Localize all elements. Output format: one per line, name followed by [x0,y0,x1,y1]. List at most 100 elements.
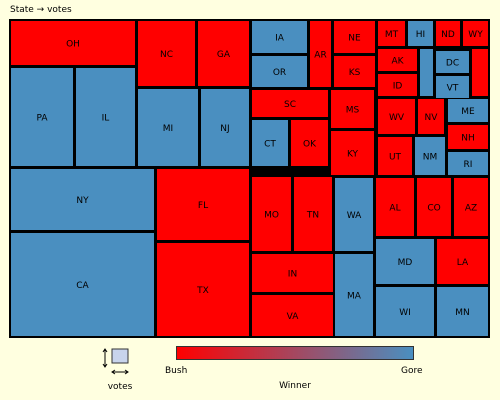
tile-label-mn: MN [455,308,470,318]
tile-ca[interactable] [11,233,154,336]
tile-label-va: VA [287,312,300,322]
tile-ks[interactable] [334,56,375,87]
tile-label-az: AZ [465,204,477,214]
tile-az[interactable] [454,178,488,236]
tile-unlabeled-2[interactable] [472,49,488,96]
tile-nm[interactable] [415,137,445,175]
tile-label-nd: ND [441,30,455,40]
tile-mn[interactable] [437,287,488,336]
tile-label-il: IL [102,114,110,124]
tile-ri[interactable] [448,152,488,175]
tile-label-nv: NV [425,113,439,123]
tile-co[interactable] [417,178,451,236]
tile-label-ne: NE [348,34,361,44]
tile-ar[interactable] [310,21,331,87]
tile-il[interactable] [76,68,135,166]
tile-wv[interactable] [378,99,415,134]
tile-label-ar: AR [314,51,326,61]
tile-ok[interactable] [291,120,328,166]
tile-label-fl: FL [198,201,208,211]
tile-label-ma: MA [347,292,362,302]
tile-label-in: IN [288,270,297,280]
tile-wi[interactable] [376,287,434,336]
tile-label-md: MD [398,258,413,268]
tile-label-nj: NJ [220,124,229,134]
tile-hi[interactable] [408,21,433,46]
tile-in[interactable] [252,254,333,292]
tile-label-vt: VT [447,84,459,94]
tile-pa[interactable] [11,68,73,166]
color-legend-bar [176,346,414,360]
size-legend [100,345,140,395]
tile-tn[interactable] [294,177,332,251]
tile-ct[interactable] [252,120,288,166]
tile-label-or: OR [273,68,286,78]
tile-oh[interactable] [11,21,135,65]
tile-label-wi: WI [399,308,411,318]
treemap: OH PA IL NC GA MI NJ NY CA FL TX IA OR AR NE KS MT HI ND WY… [9,19,490,338]
tile-label-ct: CT [264,140,276,150]
tile-label-mt: MT [385,30,399,40]
tile-nv[interactable] [418,99,444,134]
tile-label-la: LA [457,258,469,268]
tile-la[interactable] [437,239,488,284]
tile-label-ak: AK [391,57,404,67]
tile-nh[interactable] [448,125,488,149]
tile-nc[interactable] [138,21,195,86]
tile-label-tn: TN [306,211,319,221]
tile-label-ut: UT [389,153,402,163]
tile-va[interactable] [252,295,333,336]
tile-wa[interactable] [335,178,373,251]
size-legend-label: votes [107,382,133,392]
tile-label-wy: WY [468,30,483,40]
tile-label-wv: WV [389,113,405,123]
tile-id[interactable] [378,74,417,96]
tile-md[interactable] [376,239,434,284]
tile-mo[interactable] [252,177,291,251]
tile-ut[interactable] [378,137,412,175]
tile-label-nm: NM [423,153,438,163]
tile-label-nc: NC [160,50,173,60]
tile-label-pa: PA [36,114,48,124]
tile-ak[interactable] [378,49,417,71]
color-legend-title: Winner [279,381,311,391]
tile-label-ms: MS [346,106,360,116]
tile-label-ri: RI [464,160,473,170]
tile-dc[interactable] [436,51,469,73]
tile-mi[interactable] [138,89,198,166]
tile-label-tx: TX [196,286,209,296]
tile-label-co: CO [427,204,440,214]
tile-ne[interactable] [334,21,375,53]
tile-ny[interactable] [11,169,154,230]
chart-title: State → votes [10,5,72,15]
tile-label-ga: GA [217,50,231,60]
tile-nj[interactable] [201,89,249,166]
tile-ga[interactable] [198,21,249,86]
size-legend-icon [102,348,129,375]
tile-al[interactable] [376,178,414,236]
tile-label-wa: WA [347,211,362,221]
tile-ma[interactable] [335,254,373,336]
tile-unlabeled-1[interactable] [420,49,433,96]
tile-ms[interactable] [331,90,374,128]
tile-mt[interactable] [378,21,405,46]
tile-sc[interactable] [252,90,328,117]
tile-vt[interactable] [436,76,469,98]
tile-me[interactable] [448,99,488,122]
tile-label-ca: CA [76,281,89,291]
tile-or[interactable] [252,56,307,87]
color-legend-low-label: Bush [165,366,188,376]
tile-label-nh: NH [461,134,475,144]
tile-fl[interactable] [157,169,249,240]
tile-ky[interactable] [331,131,374,175]
tile-wy[interactable] [463,21,488,46]
tile-label-id: ID [393,82,403,92]
tile-label-me: ME [461,107,475,117]
tile-label-sc: SC [284,100,296,110]
tile-ia[interactable] [252,21,307,53]
tile-nd[interactable] [436,21,460,46]
tile-label-hi: HI [416,30,425,40]
tile-tx[interactable] [157,243,249,336]
tile-label-oh: OH [66,40,80,50]
tile-label-mo: MO [264,211,279,221]
